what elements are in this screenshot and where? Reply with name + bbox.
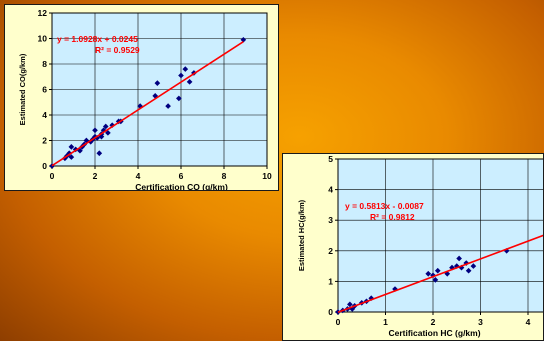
y-tick-label: 6 <box>42 85 47 95</box>
co-chart-panel: 0 2 4 6 8 10 0 2 4 6 8 10 12 y = 1.0928x + 0.0245 R² =… <box>4 4 279 191</box>
data-point <box>425 270 432 277</box>
hc-chart-panel: 0 1 2 3 4 0 1 2 3 4 5 y = 0.5813x - 0.0087 R² = 0.98… <box>282 153 544 341</box>
x-tick-label: 0 <box>336 317 341 327</box>
r-squared-label: R² = 0.9529 <box>95 45 140 55</box>
x-tick-label: 4 <box>526 317 531 327</box>
data-point <box>176 95 182 102</box>
r-squared-label: R² = 0.9812 <box>370 212 415 222</box>
x-axis-label: Certification HC (g/km) <box>388 328 480 338</box>
data-point <box>105 130 111 136</box>
y-tick-label: 10 <box>38 34 48 44</box>
y-tick-label: 8 <box>42 59 47 69</box>
y-tick-label: 1 <box>328 276 333 286</box>
y-tick-label: 0 <box>328 307 333 317</box>
data-point <box>178 72 184 79</box>
y-tick-label: 5 <box>328 154 333 164</box>
x-tick-label: 2 <box>93 171 98 181</box>
y-tick-label: 3 <box>328 215 333 225</box>
data-point <box>92 127 98 134</box>
x-tick-label: 3 <box>478 317 483 327</box>
x-tick-label: 2 <box>431 317 436 327</box>
data-point <box>102 123 109 130</box>
trendline <box>337 234 543 314</box>
plot-area <box>337 158 543 313</box>
data-point <box>165 103 171 109</box>
y-tick-label: 4 <box>328 185 333 195</box>
x-axis-label: Certification CO (g/km) <box>135 182 228 191</box>
trendline-equation: y = 0.5813x - 0.0087 <box>345 201 424 211</box>
y-axis-label: Estimated HC(g/km) <box>297 199 306 271</box>
data-point <box>465 267 472 274</box>
data-point <box>186 79 193 85</box>
x-tick-label: 4 <box>136 171 141 181</box>
x-tick-label: 1 <box>383 317 388 327</box>
x-tick-label: 10 <box>262 171 272 181</box>
x-tick-label: 0 <box>50 171 55 181</box>
data-point <box>347 301 353 308</box>
trendline-equation: y = 1.0928x + 0.0245 <box>57 34 138 44</box>
y-tick-label: 12 <box>38 8 48 18</box>
data-point <box>68 154 75 160</box>
data-point <box>96 150 103 157</box>
data-point <box>456 255 462 262</box>
y-tick-label: 4 <box>42 110 47 120</box>
data-point <box>68 144 75 150</box>
x-tick-label: 8 <box>222 171 227 181</box>
y-tick-label: 2 <box>42 136 47 146</box>
trendline <box>51 41 244 167</box>
y-tick-label: 0 <box>42 161 47 171</box>
data-point <box>154 80 161 86</box>
y-tick-label: 2 <box>328 246 333 256</box>
y-axis-label: Estimated CO(g/km) <box>18 53 27 125</box>
x-tick-label: 6 <box>179 171 184 181</box>
data-point <box>434 267 441 274</box>
